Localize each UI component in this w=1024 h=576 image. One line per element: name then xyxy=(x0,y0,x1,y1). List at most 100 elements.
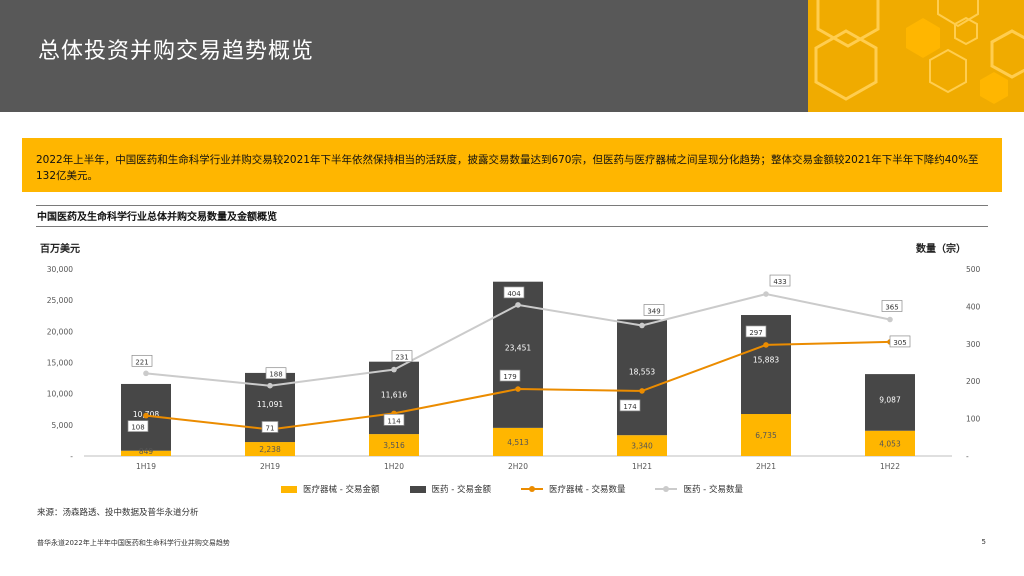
data-label-device-count: 71 xyxy=(266,424,275,432)
label-box xyxy=(881,300,903,312)
label-box xyxy=(265,367,287,380)
label-box xyxy=(499,369,521,382)
legend-label: 医药 - 交易数量 xyxy=(683,485,743,495)
data-label-device-count: 297 xyxy=(749,329,762,337)
label-box xyxy=(127,420,149,432)
legend-item: 医疗器械 - 交易金额 xyxy=(281,483,380,495)
data-label-pharma-amount: 15,883 xyxy=(753,356,779,365)
bar-device-amount xyxy=(493,427,543,456)
legend-label: 医药 - 交易金额 xyxy=(431,485,491,495)
bar-device-amount xyxy=(245,442,295,456)
left-axis-label: 百万美元 xyxy=(40,244,80,255)
chart-title: 中国医药及生命科学行业总体并购交易数量及金额概览 xyxy=(37,212,277,223)
legend-swatch xyxy=(521,485,543,493)
y-right-tick-label: 400 xyxy=(966,302,981,311)
data-label-pharma-amount: 18,553 xyxy=(629,368,655,377)
x-tick-label: 1H19 xyxy=(136,462,156,471)
marker-device-count xyxy=(639,388,645,394)
label-box xyxy=(261,421,279,433)
footer-text: 普华永道2022年上半年中国医药和生命科学行业并购交易趋势 xyxy=(37,539,230,547)
label-box xyxy=(383,414,405,426)
label-box xyxy=(889,335,911,348)
data-label-pharma-amount: 11,091 xyxy=(257,400,283,409)
label-box xyxy=(745,325,767,338)
label-box xyxy=(391,350,413,362)
label-box xyxy=(619,399,641,412)
data-label-device-amount: 3,516 xyxy=(383,441,405,450)
marker-pharma-count xyxy=(887,316,893,323)
summary-box: 2022年上半年，中国医药和生命科学行业并购交易较2021年下半年依然保持相当的… xyxy=(22,138,1002,192)
divider xyxy=(36,205,988,206)
bar-device-amount xyxy=(865,430,915,456)
bar-device-amount xyxy=(741,414,791,456)
y-left-tick-label: 5,000 xyxy=(52,421,74,430)
legend-swatch xyxy=(409,485,426,493)
y-left-tick-label: 30,000 xyxy=(47,265,73,274)
y-right-tick-label: 300 xyxy=(966,340,981,349)
data-label-pharma-amount: 11,616 xyxy=(381,390,407,399)
page-number: 5 xyxy=(981,538,986,546)
y-right-tick-label: - xyxy=(966,452,969,461)
x-tick-label: 2H19 xyxy=(260,462,280,471)
data-label-device-amount: 4,513 xyxy=(507,438,529,447)
bar-device-amount xyxy=(617,435,667,456)
label-box xyxy=(131,354,153,367)
data-label-pharma-count: 231 xyxy=(395,354,408,362)
x-tick-label: 2H20 xyxy=(508,462,528,471)
legend-item: 医药 - 交易数量 xyxy=(655,483,743,495)
source-note: 来源：汤森路透、投中数据及普华永道分析 xyxy=(37,508,199,518)
data-label-pharma-count: 188 xyxy=(269,371,282,379)
label-box xyxy=(503,286,525,299)
data-label-pharma-count: 365 xyxy=(885,303,898,311)
marker-pharma-count xyxy=(143,370,149,377)
y-right-tick-label: 100 xyxy=(966,415,981,424)
data-label-pharma-count: 349 xyxy=(647,307,660,315)
data-label-device-amount: 6,735 xyxy=(755,431,777,440)
combo-chart: 30,000 25,000 20,000 15,000 10,000 5,000 - 500 4… xyxy=(47,265,981,471)
data-label-pharma-amount: 23,451 xyxy=(505,343,531,352)
legend-item: 医疗器械 - 交易数量 xyxy=(521,483,625,495)
bar-pharma-amount xyxy=(617,319,667,436)
label-box xyxy=(643,304,665,316)
hexagon-decoration xyxy=(808,0,1024,112)
data-label-pharma-count: 404 xyxy=(507,290,521,298)
marker-pharma-count xyxy=(763,291,769,297)
data-label-device-count: 305 xyxy=(893,339,906,347)
marker-device-count xyxy=(143,412,149,419)
y-left-tick-label: - xyxy=(70,452,73,461)
chart-legend: 医疗器械 - 交易金额 医药 - 交易金额 医疗器械 - 交易数量 医药 - 交… xyxy=(0,483,1024,495)
marker-pharma-count xyxy=(639,322,645,329)
y-left-tick-label: 15,000 xyxy=(47,359,73,368)
marker-device-count xyxy=(515,386,521,392)
x-tick-label: 2H21 xyxy=(756,462,776,471)
x-tick-label: 1H22 xyxy=(880,462,900,471)
data-label-device-count: 179 xyxy=(503,373,516,381)
header-banner: 总体投资并购交易趋势概览 xyxy=(0,0,808,112)
data-label-pharma-count: 221 xyxy=(135,358,148,366)
legend-swatch xyxy=(655,485,678,493)
marker-pharma-count xyxy=(515,302,521,308)
legend-item: 医药 - 交易金额 xyxy=(409,483,491,495)
bar-pharma-amount xyxy=(865,374,915,431)
bar-device-amount xyxy=(369,434,419,456)
page-title: 总体投资并购交易趋势概览 xyxy=(38,39,315,64)
x-tick-label: 1H21 xyxy=(632,462,652,471)
right-axis-label: 数量（宗） xyxy=(916,244,966,255)
marker-pharma-count xyxy=(391,366,397,373)
marker-device-count xyxy=(763,342,769,348)
label-box xyxy=(769,274,791,287)
data-label-device-amount: 3,340 xyxy=(631,442,653,451)
data-label-pharma-count: 433 xyxy=(773,278,786,286)
data-label-device-amount: 849 xyxy=(139,447,154,456)
data-label-pharma-amount: 9,087 xyxy=(879,396,901,405)
y-left-tick-label: 20,000 xyxy=(47,327,73,336)
legend-label: 医疗器械 - 交易金额 xyxy=(303,485,380,495)
legend-label: 医疗器械 - 交易数量 xyxy=(549,485,626,495)
y-left-tick-label: 10,000 xyxy=(47,390,73,399)
y-left-tick-label: 25,000 xyxy=(47,296,73,305)
x-tick-label: 1H20 xyxy=(384,462,404,471)
data-label-device-amount: 4,053 xyxy=(879,439,901,448)
data-label-device-count: 108 xyxy=(131,424,144,432)
bar-device-amount xyxy=(121,450,171,456)
divider xyxy=(36,226,988,227)
